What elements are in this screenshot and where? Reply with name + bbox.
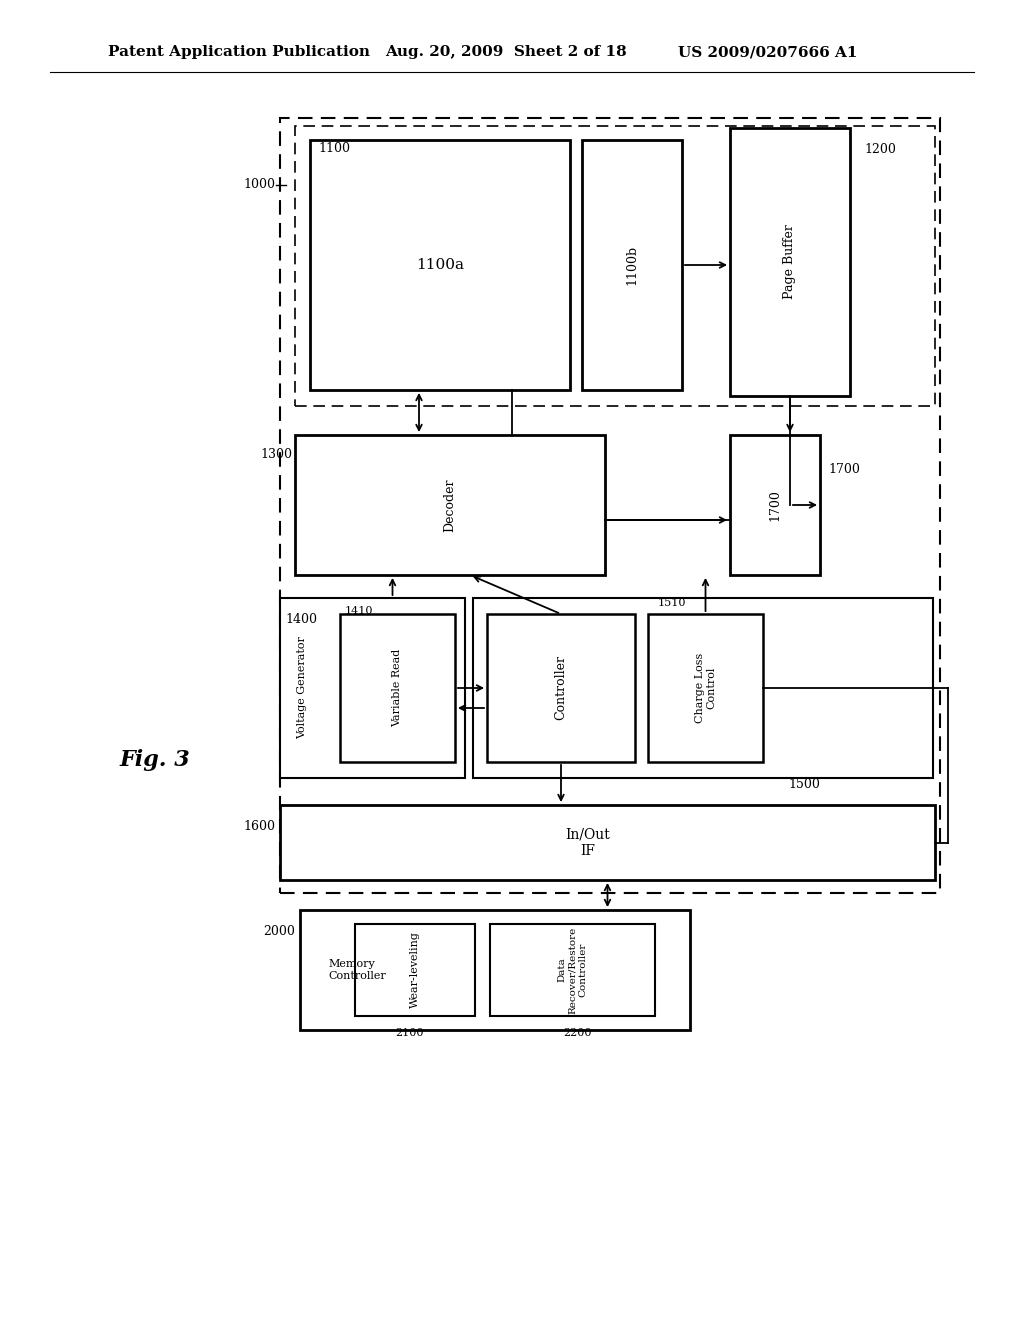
Text: US 2009/0207666 A1: US 2009/0207666 A1 (678, 45, 857, 59)
Text: 1000: 1000 (243, 178, 275, 191)
Text: Aug. 20, 2009  Sheet 2 of 18: Aug. 20, 2009 Sheet 2 of 18 (385, 45, 627, 59)
Text: Patent Application Publication: Patent Application Publication (108, 45, 370, 59)
Bar (648, 614, 763, 762)
Text: Decoder: Decoder (443, 478, 457, 532)
Text: 1600: 1600 (243, 820, 275, 833)
Bar (295, 125, 935, 407)
Text: 1200: 1200 (864, 143, 896, 156)
Text: 1700: 1700 (768, 490, 781, 521)
Bar (355, 924, 475, 1016)
Bar (280, 117, 940, 894)
Text: Charge Loss
Control: Charge Loss Control (694, 653, 717, 723)
Text: Memory
Controller: Memory Controller (328, 960, 386, 981)
Text: 1700: 1700 (828, 463, 860, 477)
Text: In/Out
IF: In/Out IF (565, 828, 610, 858)
Text: Data
Recover/Restore
Controller: Data Recover/Restore Controller (558, 927, 588, 1014)
Bar (340, 614, 455, 762)
Text: 1410: 1410 (345, 606, 374, 616)
Text: Page Buffer: Page Buffer (783, 224, 797, 300)
Text: 1500: 1500 (788, 777, 820, 791)
Text: Fig. 3: Fig. 3 (120, 748, 190, 771)
Bar (730, 436, 820, 576)
Text: 2000: 2000 (263, 925, 295, 939)
Text: 1100b: 1100b (626, 246, 639, 285)
Bar (310, 140, 570, 389)
Text: Variable Read: Variable Read (392, 649, 402, 727)
Bar (300, 909, 690, 1030)
Text: 1510: 1510 (658, 598, 686, 609)
Bar (280, 598, 465, 777)
Text: Voltage Generator: Voltage Generator (297, 636, 307, 739)
Bar (487, 614, 635, 762)
Bar (582, 140, 682, 389)
Text: 1400: 1400 (285, 612, 317, 626)
Bar (730, 128, 850, 396)
Text: 2200: 2200 (563, 1028, 592, 1038)
Text: 1100a: 1100a (416, 257, 464, 272)
Bar (490, 924, 655, 1016)
Bar (473, 598, 933, 777)
Text: 1100: 1100 (318, 143, 350, 154)
Text: 1300: 1300 (260, 447, 292, 461)
Bar (295, 436, 605, 576)
Bar (280, 805, 935, 880)
Text: Controller: Controller (555, 656, 567, 721)
Text: 2100: 2100 (395, 1028, 424, 1038)
Text: Wear-leveling: Wear-leveling (410, 932, 420, 1008)
